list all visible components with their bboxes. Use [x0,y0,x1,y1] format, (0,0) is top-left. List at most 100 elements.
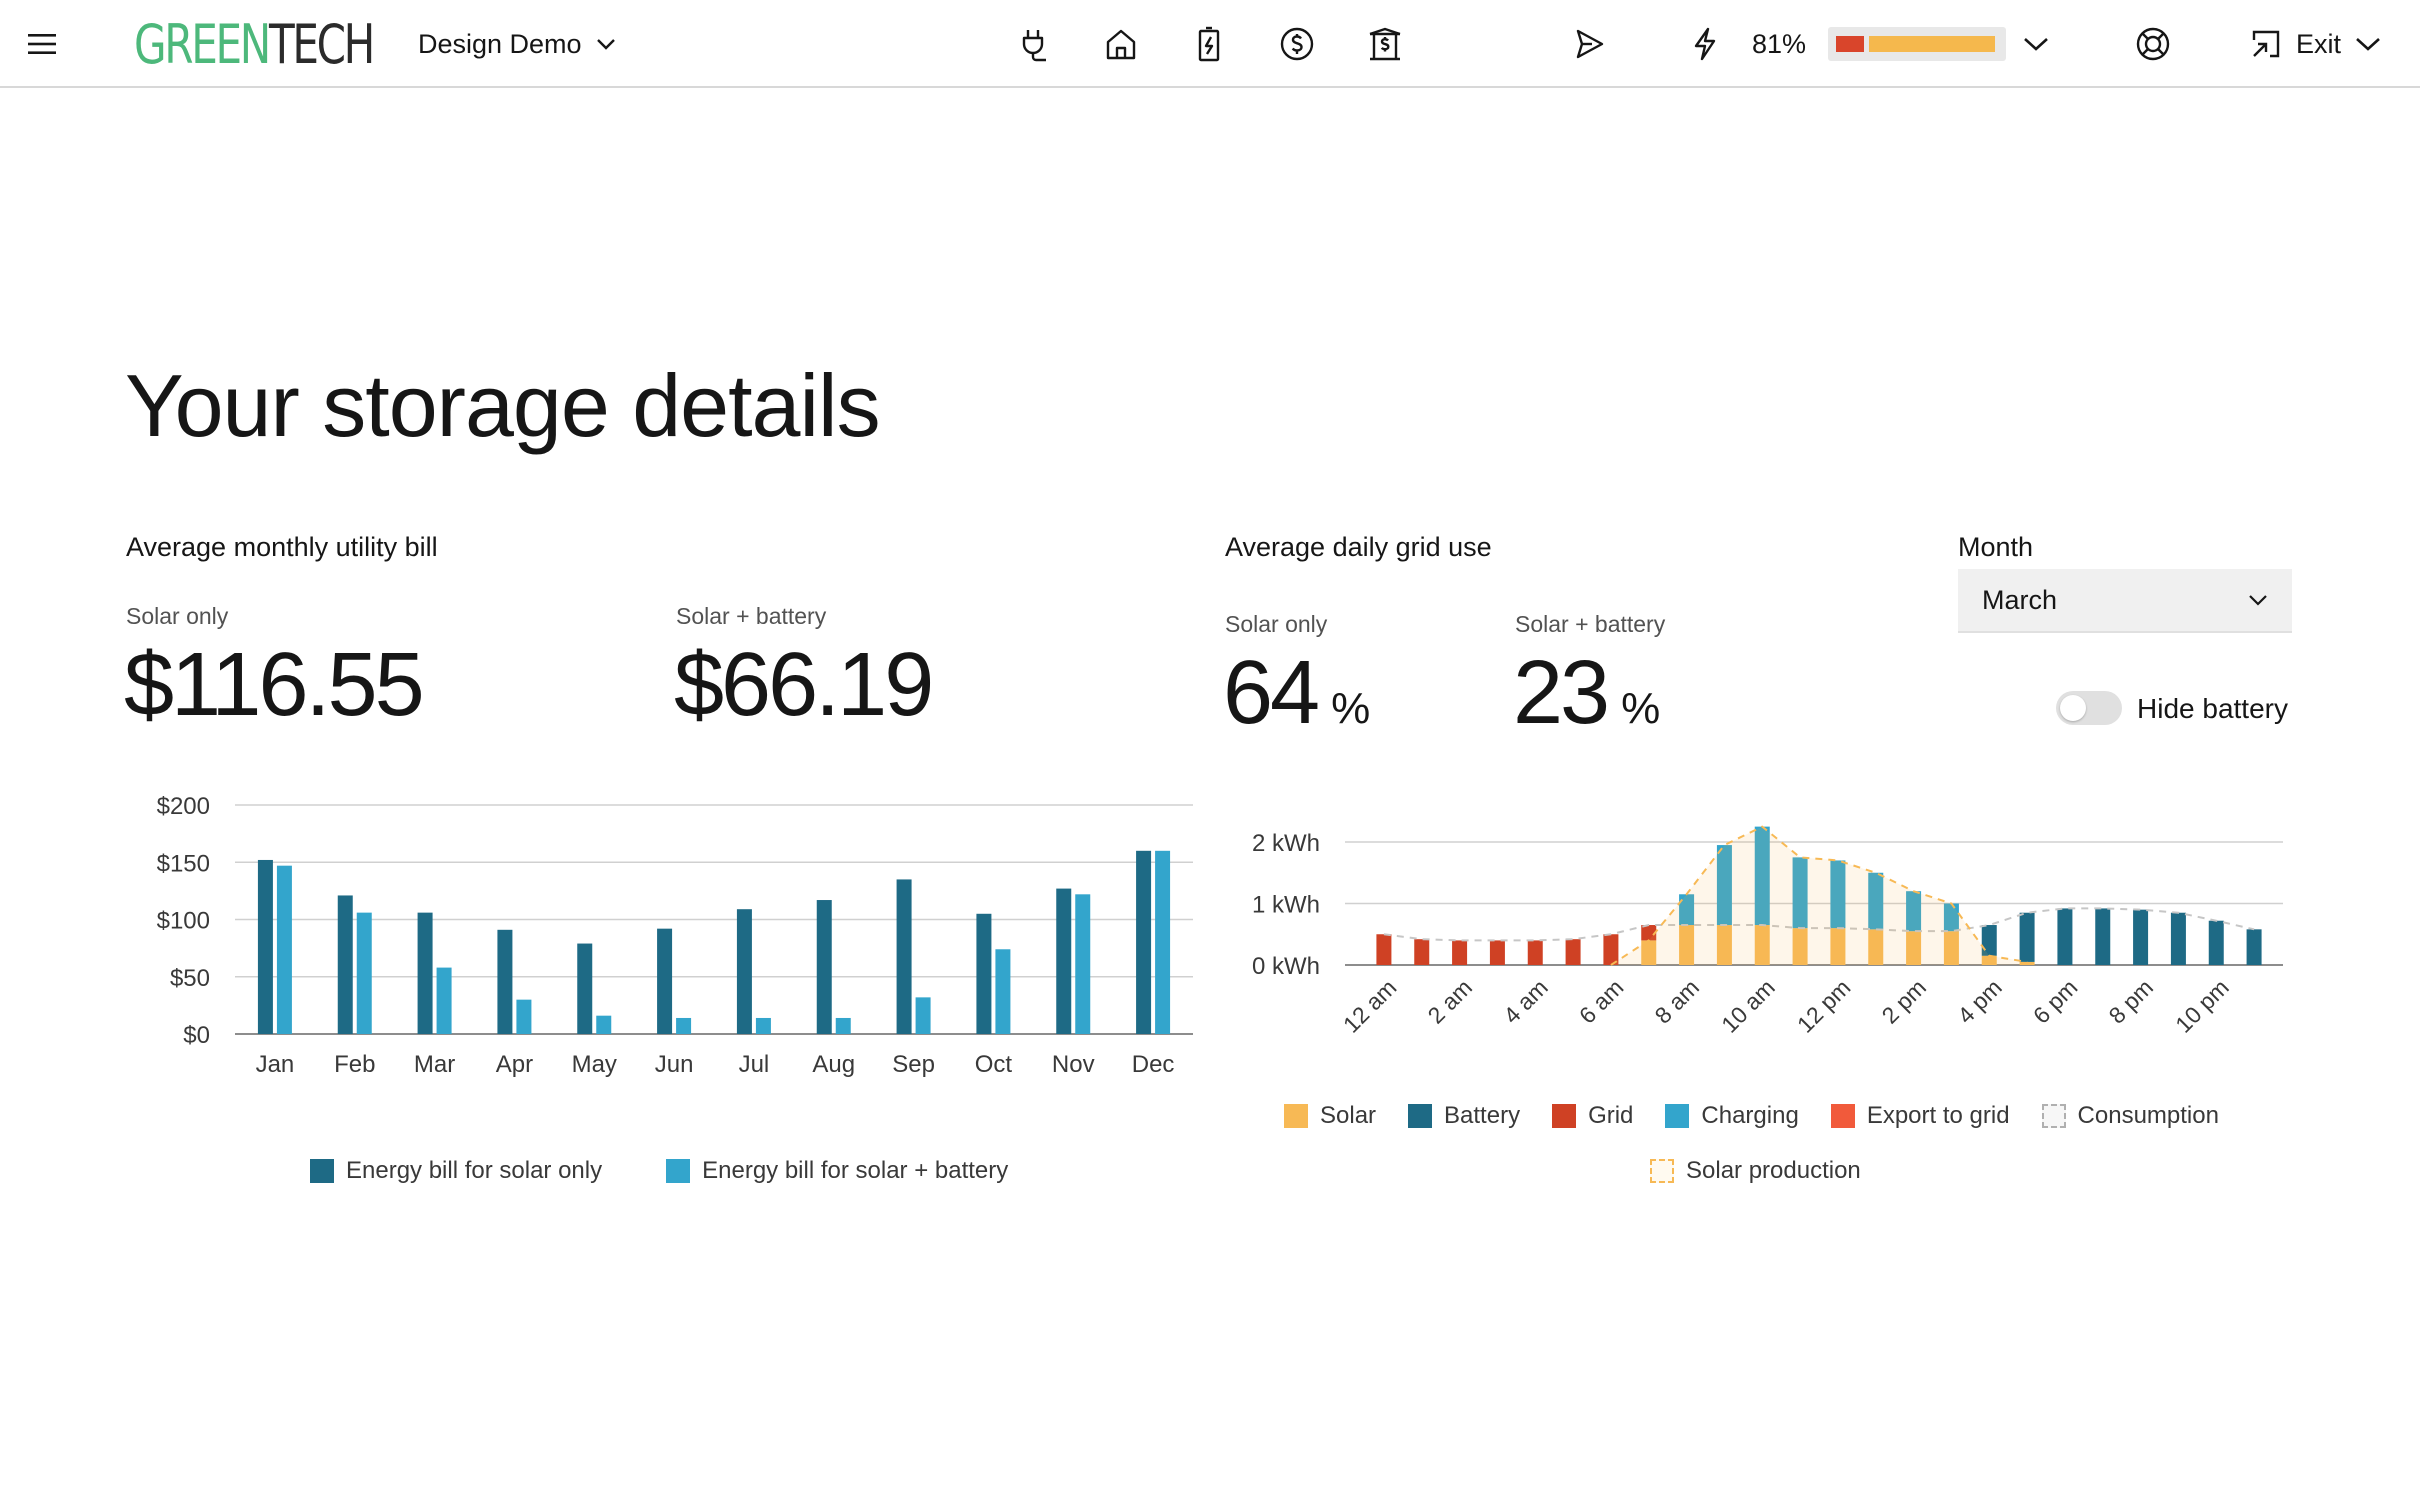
chevron-down-icon [2356,38,2380,51]
x-tick-label: 6 pm [2028,974,2083,1029]
x-tick-label: Dec [1132,1051,1175,1078]
stacked-bar-segment [2019,912,2035,962]
toggle-knob [2060,695,2086,721]
bar [995,949,1011,1034]
stacked-bar-segment [1679,925,1695,965]
project-dropdown[interactable]: Design Demo [418,22,616,66]
consumption-line [1383,907,2255,942]
legend-swatch [1830,1104,1855,1128]
grid-solar-battery-label: Solar + battery [1515,611,1666,637]
bar [577,943,593,1034]
solar-production-area [1610,826,2028,965]
hamburger-menu-icon[interactable] [22,24,62,64]
battery-level-meter [1828,27,2006,61]
stacked-bar-segment [1868,872,1884,930]
exit-icon [2252,30,2280,58]
x-tick-label: Jun [655,1051,694,1078]
legend-label: Export to grid [1866,1102,2010,1129]
x-tick-label: Aug [812,1051,855,1078]
battery-meter-fill [1869,36,1995,52]
legend-label: Energy bill for solar only [346,1157,603,1184]
bar [1136,850,1152,1034]
stacked-bar-segment [1376,934,1392,965]
bar [915,997,931,1034]
grid-legend: Solar Battery Grid Charging Export to gr… [1284,1102,2219,1130]
plug-icon[interactable] [1012,22,1056,66]
x-tick-label: May [572,1051,617,1078]
x-tick-label: 2 am [1423,974,1478,1029]
x-tick-label: 12 am [1338,974,1402,1038]
bank-icon[interactable] [1363,22,1407,66]
stacked-bar-segment [1754,826,1770,926]
stacked-bar-segment [2133,909,2149,965]
stacked-bar-segment [1792,928,1808,965]
bill-solar-battery-value: $66.19 [674,635,934,735]
legend-item-solar-only: Energy bill for solar only [310,1157,602,1185]
legend-label: Energy bill for solar + battery [702,1157,1009,1184]
stacked-bar-segment [2170,912,2186,965]
stacked-bar-segment [2095,908,2111,965]
bar [596,1015,612,1034]
bar [676,1017,692,1034]
chevron-down-icon [2249,595,2267,606]
legend-swatch [1284,1104,1308,1128]
lifebuoy-icon[interactable] [2131,22,2175,66]
solar-production-line [1610,825,2028,966]
month-select[interactable]: March [1958,569,2292,633]
y-tick-label: $50 [170,965,210,992]
battery-charging-icon[interactable] [1187,22,1231,66]
battery-meter-reserve [1836,36,1864,52]
stacked-bar-segment [1603,934,1619,965]
y-tick-label: $0 [183,1022,210,1049]
x-tick-label: Jul [739,1051,770,1078]
stacked-bar-segment [1641,925,1657,941]
legend-label: Grid [1588,1102,1634,1129]
bar [356,912,372,1034]
stacked-bar-segment [2057,908,2073,965]
greentech-logo[interactable]: GREEN TECH [134,12,375,76]
x-tick-label: Feb [334,1051,375,1078]
x-tick-label: Mar [414,1051,455,1078]
y-tick-label: 1 kWh [1252,892,1320,919]
bar [337,895,353,1034]
stacked-bar-segment [1943,931,1959,965]
month-value: March [1982,584,2058,615]
home-icon[interactable] [1099,22,1143,66]
stacked-bar-segment [2019,961,2035,965]
x-tick-label: Jan [256,1051,295,1078]
top-bar: GREEN TECH Design Demo 81% Exit [0,0,2420,88]
bar [657,928,673,1034]
stacked-bar-segment [1754,925,1770,965]
stacked-bar-segment [1830,860,1846,929]
stacked-bar-segment [1830,928,1846,965]
dollar-icon[interactable] [1275,22,1319,66]
daily-grid-use-chart: 0 kWh 1 kWh 2 kWh 12 am 2 am 4 am 6 am 8 am 10 a… [1252,825,2283,1038]
exit-button[interactable]: Exit [2250,22,2381,66]
bill-section-title: Average monthly utility bill [126,532,438,562]
legend-label: Consumption [2077,1102,2219,1129]
legend-item-charging: Charging [1665,1102,1799,1130]
chevron-down-icon[interactable] [2014,22,2058,66]
stacked-bar-segment [1489,940,1505,965]
legend-label: Solar production [1686,1157,1861,1184]
hide-battery-toggle[interactable] [2056,691,2122,725]
bar [436,967,452,1034]
hide-battery-label: Hide battery [2137,693,2288,724]
stacked-bar-segment [1716,925,1732,965]
stacked-bar-segment [1981,955,1997,965]
legend-label: Battery [1444,1102,1521,1129]
battery-percent: 81% [1752,28,1807,59]
bar [835,1017,851,1034]
bar [1056,888,1072,1034]
legend-swatch [1665,1104,1690,1128]
x-tick-label: Apr [496,1051,533,1078]
grid-section-title: Average daily grid use [1225,532,1492,562]
send-icon[interactable] [1567,22,1611,66]
monthly-bill-chart: $0 $50 $100 $150 $200 Jan Feb Mar Apr May Jun Jul Au… [157,793,1193,1078]
bar [736,909,752,1034]
bar [896,879,912,1034]
legend-swatch [1408,1104,1433,1128]
legend-item-solar-production: Solar production [1650,1157,1861,1185]
bar [816,900,832,1034]
y-tick-label: 2 kWh [1252,830,1320,857]
